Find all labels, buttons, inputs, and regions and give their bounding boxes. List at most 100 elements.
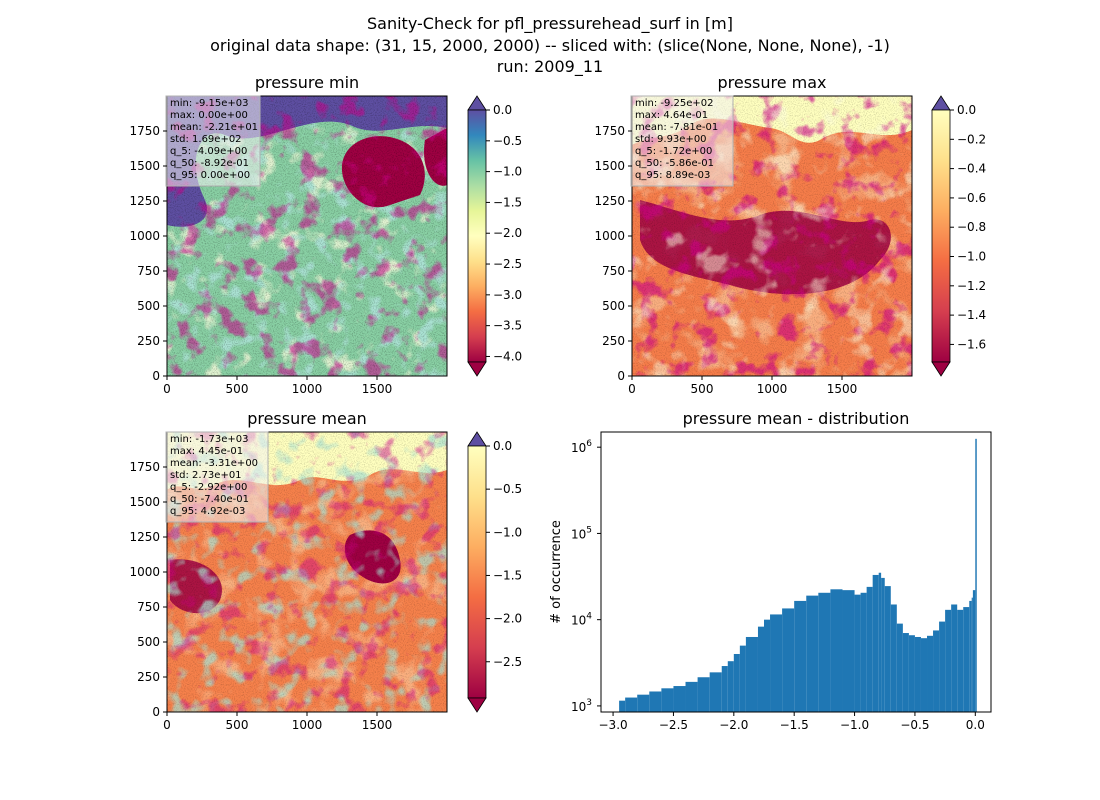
histogram-bar (757, 626, 765, 712)
stats-line: max: 0.00e+00 (170, 110, 248, 121)
y-tick-label: 104 (571, 612, 592, 628)
y-tick-label: 0 (152, 369, 160, 383)
x-tick-label: 1500 (362, 382, 393, 396)
panel-title: pressure min (255, 73, 359, 92)
y-tick-label: 105 (571, 525, 592, 541)
x-tick-label: 1500 (362, 718, 393, 732)
axis-ticks: 0 500 1000 1500 0 250 500 750 1000 1250 1500 1750 0.… (129, 103, 986, 732)
stats-box: min: -9.25e+02 max: 4.64e-01 mean: -7.81… (630, 95, 734, 187)
colorbar-tick-label: −4.0 (493, 349, 522, 363)
colorbar-tick-label: −1.0 (957, 250, 986, 264)
x-tick-label: −1.0 (840, 718, 869, 732)
x-tick-label: −2.0 (719, 718, 748, 732)
colorbar-tick-label: 0.0 (493, 103, 512, 117)
x-tick-label: −1.5 (780, 718, 809, 732)
colorbar-extend-bottom (467, 697, 487, 713)
stats-line: q_95: 4.92e-03 (170, 506, 245, 517)
y-tick-label: 103 (571, 698, 592, 714)
y-tick-label: 1500 (129, 495, 160, 509)
colorbar-tick-label: −1.2 (957, 279, 986, 293)
colorbar-tick-label: −2.5 (493, 257, 522, 271)
histogram-bar (969, 600, 972, 712)
y-tick-label: 0 (152, 705, 160, 719)
stats-line: q_50: -8.92e-01 (170, 158, 249, 169)
y-axis-label: # of occurrence (549, 520, 564, 624)
panel-title: pressure mean (247, 409, 367, 428)
colorbar-tick-label: −0.5 (493, 482, 522, 496)
suptitle: Sanity-Check for pfl_pressurehead_surf i… (210, 14, 890, 77)
histogram-bar (945, 609, 952, 712)
y-tick-label: 1250 (129, 530, 160, 544)
histogram-bar (881, 577, 885, 712)
y-tick-label: 750 (137, 600, 160, 614)
histogram-bar (697, 677, 710, 712)
y-tick-label: 1000 (129, 565, 160, 579)
colorbar-tick-label: −1.0 (493, 525, 522, 539)
y-tick-label: 500 (137, 635, 160, 649)
colorbar-extend-bottom (931, 361, 951, 377)
y-tick-label: 0 (617, 369, 625, 383)
colorbar-tick-label: −0.5 (493, 134, 522, 148)
histogram-bar (830, 589, 843, 712)
histogram-bar (842, 590, 855, 712)
colorbar-tick-label: −1.4 (957, 308, 986, 322)
colorbar-tick-label: 0.0 (493, 439, 512, 453)
x-tick-label: −0.5 (900, 718, 929, 732)
colorbar-gradient (931, 109, 951, 363)
heatmap-image (167, 96, 447, 376)
stats-line: std: 1.69e+02 (170, 134, 242, 145)
panel-histogram: pressure mean - distribution # of occurr… (549, 409, 992, 713)
colorbar (931, 95, 951, 377)
histogram-bar (908, 635, 915, 712)
histogram-bar (733, 653, 740, 712)
histogram-bar (902, 633, 909, 712)
colorbar-extend-top (467, 431, 487, 447)
x-tick-label: −3.0 (599, 718, 628, 732)
x-tick-label: 500 (226, 382, 249, 396)
panel-pressure-mean: pressure mean min: -1.73e+03 max: 4.45e-… (165, 409, 487, 713)
y-tick-label: 1750 (129, 460, 160, 474)
suptitle-line-2: original data shape: (31, 15, 2000, 2000… (210, 36, 890, 55)
histogram-bar (854, 594, 861, 712)
histogram-bar (884, 586, 891, 712)
heatmap-image (632, 96, 912, 376)
x-tick-label: 0.0 (966, 718, 985, 732)
colorbar-tick-label: −1.5 (493, 195, 522, 209)
y-tick-label: 1500 (594, 159, 625, 173)
colorbar-tick-label: −2.0 (493, 612, 522, 626)
histogram-bar (673, 686, 686, 712)
y-tick-label: 500 (602, 299, 625, 313)
panel-title: pressure max (717, 73, 826, 92)
axes-frame (600, 431, 992, 713)
histogram-bar (721, 666, 728, 712)
y-tick-label: 106 (571, 439, 592, 455)
histogram-bar (739, 645, 746, 712)
histogram-bar (745, 636, 758, 712)
histogram-bar (709, 672, 722, 712)
stats-line: std: 2.73e+01 (170, 470, 242, 481)
x-tick-label: −2.5 (659, 718, 688, 732)
histogram-bar (914, 636, 921, 712)
histogram-bar (957, 609, 964, 712)
y-tick-label: 1000 (129, 229, 160, 243)
colorbar (467, 431, 487, 713)
x-tick-label: 500 (691, 382, 714, 396)
histogram-bar (818, 592, 831, 712)
histogram-bar (661, 688, 674, 712)
histogram-bar (971, 597, 973, 712)
histogram-bar (770, 614, 783, 712)
y-tick-label: 1500 (129, 159, 160, 173)
histogram-bar (872, 574, 879, 712)
stats-line: min: -1.73e+03 (170, 434, 249, 445)
stats-box: min: -9.15e+03 max: 0.00e+00 mean: -2.21… (165, 95, 261, 187)
stats-line: q_95: 0.00e+00 (170, 170, 250, 181)
histogram-bar (933, 630, 940, 712)
y-tick-label: 750 (137, 264, 160, 278)
x-tick-label: 0 (163, 382, 171, 396)
stats-line: mean: -3.31e+00 (170, 458, 258, 469)
colorbar-gradient (467, 445, 487, 699)
histogram-bar (963, 607, 970, 712)
histogram-bar (939, 621, 946, 712)
histogram-bar (975, 438, 977, 712)
